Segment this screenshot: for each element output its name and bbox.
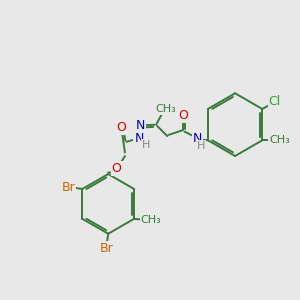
Text: CH₃: CH₃: [155, 104, 176, 114]
Text: Br: Br: [100, 242, 114, 255]
Text: O: O: [116, 121, 126, 134]
Text: N: N: [136, 119, 145, 132]
Text: N: N: [193, 132, 202, 145]
Text: N: N: [134, 132, 144, 145]
Text: O: O: [112, 162, 122, 175]
Text: H: H: [197, 141, 206, 151]
Text: H: H: [142, 140, 151, 150]
Text: CH₃: CH₃: [269, 135, 290, 145]
Text: Br: Br: [62, 181, 76, 194]
Text: CH₃: CH₃: [141, 215, 161, 225]
Text: O: O: [178, 109, 188, 122]
Text: Cl: Cl: [269, 95, 281, 108]
